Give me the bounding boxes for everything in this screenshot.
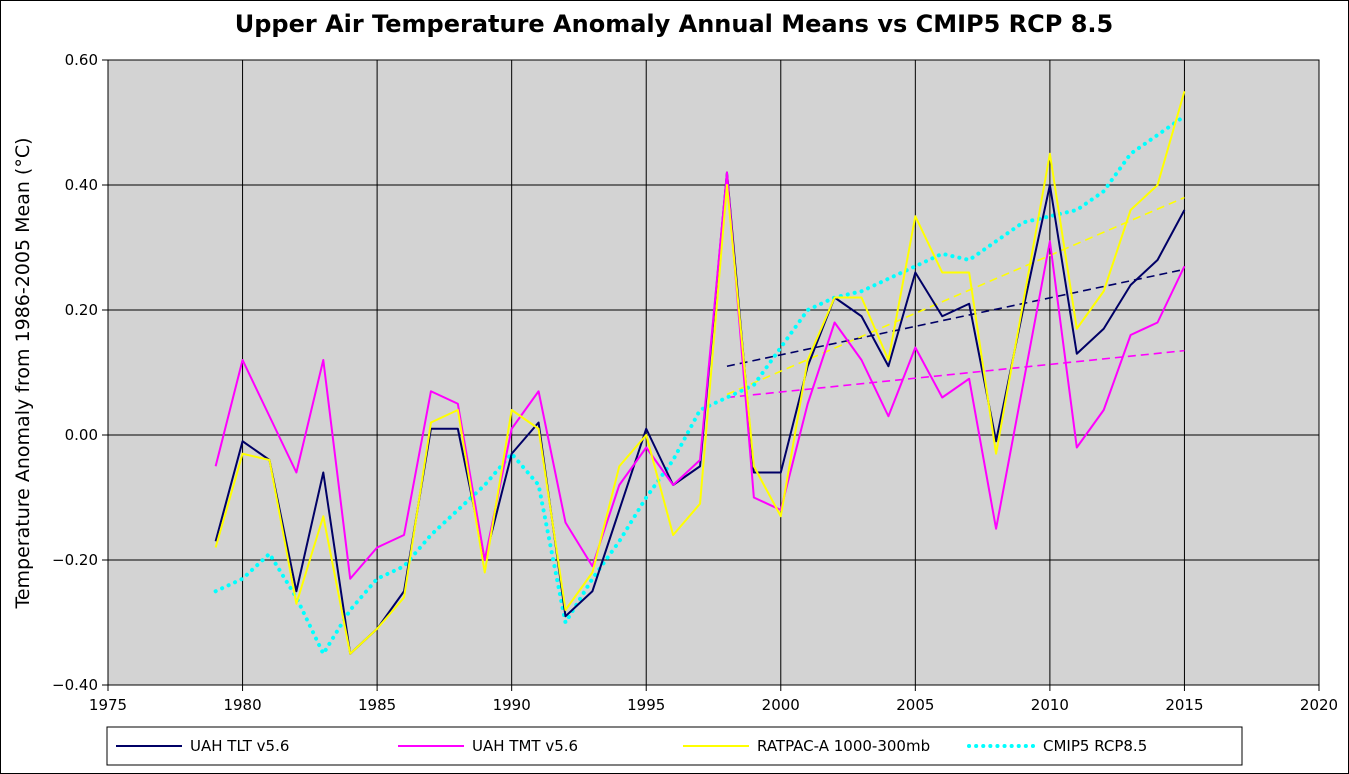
x-tick-label: 2000 [762, 696, 800, 714]
y-tick-label: 0.60 [65, 51, 98, 69]
legend-label: CMIP5 RCP8.5 [1043, 737, 1147, 755]
legend-label: UAH TLT v5.6 [190, 737, 289, 755]
legend: UAH TLT v5.6 UAH TMT v5.6 RATPAC-A 1000-30… [106, 726, 1243, 766]
y-tick-label: 0.20 [65, 301, 98, 319]
y-tick-label: 0.00 [65, 426, 98, 444]
x-tick-label: 1995 [627, 696, 665, 714]
series-line-uah-tmt-v5-6 [214, 171, 1186, 580]
x-tick-label: 1990 [493, 696, 531, 714]
x-tick-label: 2020 [1300, 696, 1338, 714]
x-tick-label: 2015 [1165, 696, 1203, 714]
data-series [213, 90, 1187, 656]
x-tick-label: 1985 [358, 696, 396, 714]
legend-box [106, 726, 1243, 766]
axes: −0.40 −0.20 0.00 0.20 0.40 0.60 1975 1980 1985 19… [52, 51, 1338, 714]
y-tick-label: 0.40 [65, 176, 98, 194]
legend-label: UAH TMT v5.6 [472, 737, 578, 755]
x-tick-label: 2010 [1031, 696, 1069, 714]
trendline-2 [726, 349, 1185, 399]
y-axis-label: Temperature Anomaly from 1986-2005 Mean … [12, 137, 34, 609]
x-tick-label: 1975 [89, 696, 127, 714]
legend-label: RATPAC-A 1000-300mb [757, 737, 930, 755]
trendlines [726, 196, 1185, 399]
series-line-ratpac-a-1000-300mb [214, 90, 1186, 655]
chart-title: Upper Air Temperature Anomaly Annual Mea… [235, 10, 1113, 38]
y-tick-label: −0.40 [52, 676, 98, 694]
y-tick-label: −0.20 [52, 551, 98, 569]
trendline-3 [726, 196, 1185, 396]
plot-border [107, 59, 1320, 686]
x-tick-label: 1980 [223, 696, 261, 714]
plot-area [108, 60, 1319, 685]
x-tick-label: 2005 [896, 696, 934, 714]
